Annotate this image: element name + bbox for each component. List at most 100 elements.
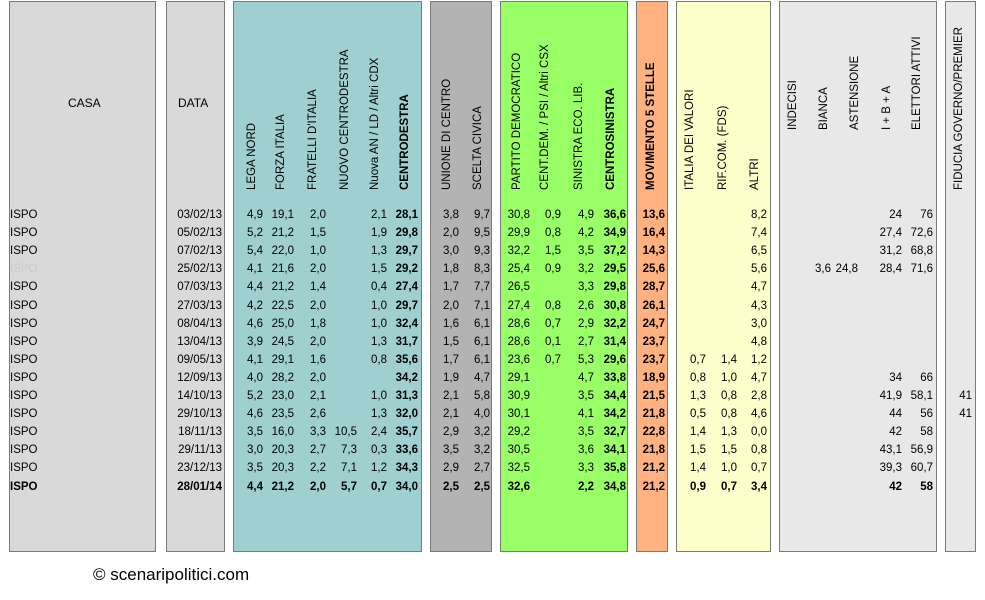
cell-forza-italia: 23,5 [271,408,294,421]
cell-sel: 3,6 [578,444,594,457]
cell-m5s: 21,8 [642,444,665,457]
cell-udc: 3,5 [443,444,459,457]
header-altri: ALTRI [749,158,761,190]
cell-idv: 1,3 [690,390,706,402]
cell-elettori: 56,9 [910,444,933,457]
cell-sel: 3,5 [578,245,594,258]
cell-data: 07/02/13 [177,245,222,258]
cell-udc: 1,5 [443,335,459,348]
cell-fratelli-italia: 1,0 [310,245,326,258]
cell-fratelli-italia: 1,6 [310,353,326,366]
cell-centrodestra: 35,7 [395,426,418,439]
cell-altri-csx: 0,7 [545,353,561,366]
cell-centrodestra: 34,0 [395,480,418,493]
cell-idv: 0,9 [690,480,706,493]
cell-casa: ISPO [10,353,38,366]
cell-scelta-civica: 3,2 [474,426,490,439]
cell-elettori: 72,6 [910,227,933,240]
cell-centrosinistra: 30,8 [603,299,626,312]
cell-udc: 1,7 [443,281,459,294]
cell-centrosinistra: 32,2 [603,317,626,330]
cell-altri: 4,7 [751,371,767,384]
cell-casa: ISPO [10,371,38,384]
cell-bianca: 3,6 [815,263,831,276]
cell-scelta-civica: 9,5 [474,227,490,240]
cell-altri-cdx: 1,5 [371,263,387,276]
cell-fratelli-italia: 1,5 [310,227,326,240]
cell-ibA: 24 [889,209,902,221]
cell-altri-csx: 0,9 [545,209,561,221]
cell-scelta-civica: 6,1 [474,317,490,330]
cell-altri: 3,0 [751,317,767,330]
cell-sel: 2,2 [578,480,594,493]
cell-casa: ISPO [10,245,38,258]
cell-altri-cdx: 1,3 [371,245,387,258]
cell-m5s: 21,2 [642,480,665,493]
cell-m5s: 13,6 [642,209,665,221]
cell-centrosinistra: 34,1 [603,444,626,457]
cell-elettori: 71,6 [910,263,933,276]
cell-scelta-civica: 8,3 [474,263,490,276]
cell-pd: 28,6 [507,317,530,330]
panel-casa-data-left [9,1,156,552]
cell-idv: 0,5 [690,408,706,421]
cell-altri-csx: 0,1 [545,335,561,348]
cell-elettori: 76 [920,209,933,221]
cell-altri-cdx: 1,0 [371,299,387,312]
cell-scelta-civica: 4,0 [474,408,490,421]
cell-ibA: 42 [889,426,902,439]
cell-sel: 4,7 [578,371,594,384]
cell-altri: 7,4 [751,227,767,240]
cell-scelta-civica: 3,2 [474,444,490,457]
cell-centrosinistra: 34,8 [603,480,626,493]
cell-altri-csx: 0,8 [545,227,561,240]
header-scelta-civica: SCELTA CIVICA [472,106,484,190]
cell-forza-italia: 28,2 [271,371,294,384]
cell-pd: 30,8 [507,209,530,221]
cell-data: 27/03/13 [177,299,222,312]
panel-centrosinistra [500,1,628,552]
cell-m5s: 21,2 [642,462,665,475]
cell-data: 09/05/13 [177,353,222,366]
cell-m5s: 22,8 [642,426,665,439]
cell-centrodestra: 28,1 [395,209,418,221]
cell-fratelli-italia: 2,0 [310,209,326,221]
cell-altri-cdx: 1,0 [371,317,387,330]
cell-udc: 2,0 [443,299,459,312]
cell-data: 03/02/13 [177,209,222,221]
cell-lega-nord: 5,2 [247,390,263,402]
cell-sel: 5,3 [578,353,594,366]
cell-m5s: 23,7 [642,353,665,366]
header-rif: RIF.COM. (FDS) [717,105,729,190]
cell-udc: 1,9 [443,371,459,384]
cell-udc: 1,8 [443,263,459,276]
cell-data: 25/02/13 [177,263,222,276]
cell-elettori: 56 [920,408,933,421]
cell-ibA: 31,2 [879,245,902,258]
cell-altri-cdx: 2,4 [371,426,387,439]
header-elettori: ELETTORI ATTIVI [911,36,923,130]
cell-lega-nord: 5,4 [247,245,263,258]
header-sel: SINISTRA ECO. LIB. [573,82,585,190]
cell-pd: 29,9 [507,227,530,240]
cell-rif: 0,8 [721,408,737,421]
cell-idv: 0,8 [690,371,706,384]
cell-centrosinistra: 34,4 [603,390,626,402]
cell-altri: 5,6 [751,263,767,276]
cell-sel: 3,2 [578,263,594,276]
cell-rif: 1,3 [721,426,737,439]
cell-fratelli-italia: 3,3 [310,426,326,439]
cell-centrosinistra: 32,7 [603,426,626,439]
cell-udc: 2,9 [443,426,459,439]
cell-data: 12/09/13 [177,371,222,384]
cell-altri-cdx: 0,8 [371,353,387,366]
cell-casa: ISPO [10,390,38,402]
cell-altri-cdx: 1,3 [371,408,387,421]
cell-casa: ISPO [10,408,38,421]
cell-lega-nord: 3,9 [247,335,263,348]
cell-elettori: 58 [920,426,933,439]
cell-altri-cdx: 1,2 [371,462,387,475]
cell-forza-italia: 21,2 [271,281,294,294]
cell-centrodestra: 29,2 [395,263,418,276]
cell-scelta-civica: 5,8 [474,390,490,402]
